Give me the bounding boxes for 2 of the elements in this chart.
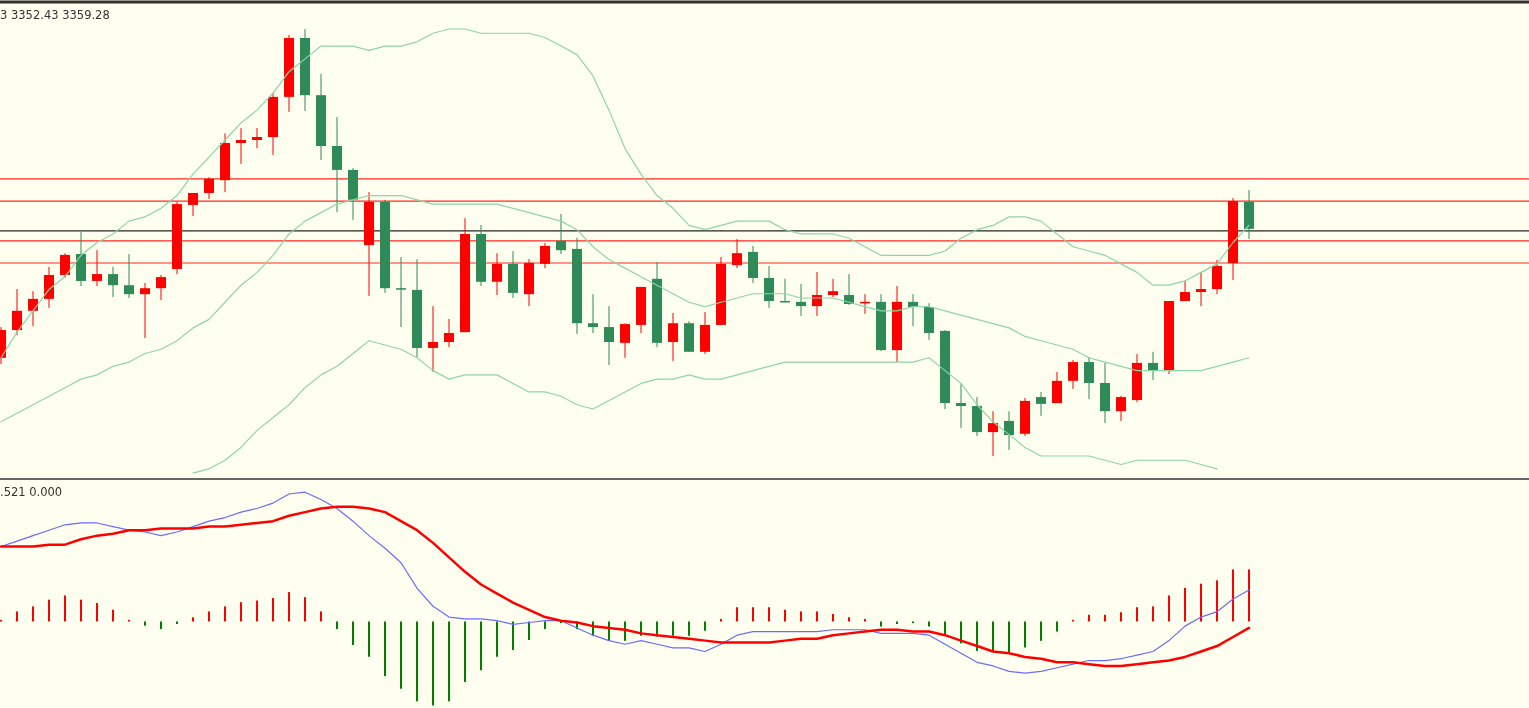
annotation: .521 0.000 [0,485,63,499]
text: 3 3352.43 3359.28 [0,8,110,22]
